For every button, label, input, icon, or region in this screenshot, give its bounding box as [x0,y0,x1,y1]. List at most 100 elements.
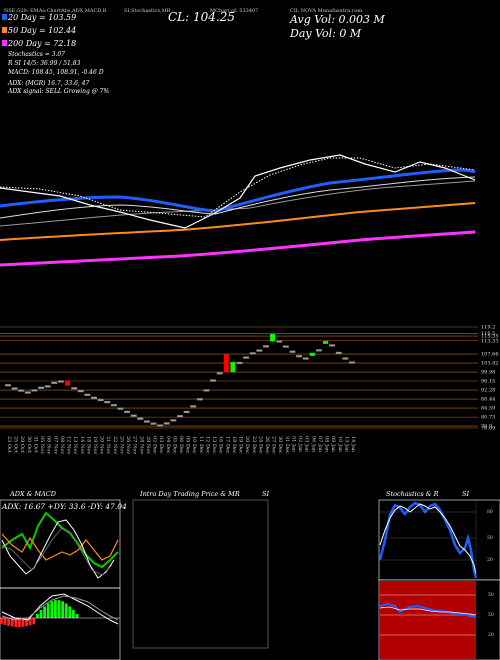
price-tick-label: 76.9 [481,424,492,430]
candle [270,334,276,342]
candle [157,424,164,427]
price-line [0,154,476,229]
x-tick-label: 25 Oct [13,436,19,453]
stoch-white-line [379,503,477,575]
ema-magenta-line [0,230,476,267]
macd-bar [68,606,72,618]
x-tick-label: 05 Nov [39,436,45,454]
candle [289,350,296,353]
candle [230,361,236,373]
adx-macd-title: ADX & MACD [10,490,56,498]
x-tick-label: 07 Nov [52,436,58,454]
x-tick-label: 30 Dec [277,436,283,454]
macd-bar [14,618,18,627]
x-tick-label: 06 Jan [310,436,316,453]
candle [84,393,91,396]
price-tick-label: 107.66 [481,352,499,358]
ema-orange-line [0,202,476,241]
x-tick-label: 14 Nov [79,436,85,454]
x-tick-label: 20 Nov [99,436,105,454]
candle [65,380,71,386]
candle [196,398,203,401]
candle [256,349,263,352]
stoch-blue-line [378,501,478,579]
rsi-blue-line [379,602,477,618]
x-tick-label: 21 Nov [105,436,111,454]
ticker-line: NSE:520: EMAs:ChartAbs,ADX,MACD,B [4,8,107,14]
candle [302,357,309,360]
candle [216,372,223,375]
adx-readout: ADX: 16.67 +DY: 33.6 -DY: 47.04 [2,502,127,511]
day-vol: Day Vol: 0 M [290,27,362,40]
swatch-dma20 [2,14,7,20]
candle [335,351,342,355]
macd-histogram [0,600,120,627]
stoch-tick-80: 80 [487,509,493,515]
candle [5,384,11,387]
price-tick-label: 119.2 [481,325,495,331]
x-tick-label: 02 Jan [297,436,303,453]
macd-bar [25,618,28,627]
x-tick-label: 23 Dec [251,436,257,454]
x-tick-label: 05 Dec [171,436,177,454]
price-dotted-line [0,157,476,218]
macd-bar [46,603,50,618]
macd-panel [0,587,121,660]
x-tick-label: 13 Jan [343,436,349,453]
candle [91,396,97,399]
price-tick-label: 96.15 [481,379,495,385]
price-tick-label: 88.44 [481,397,495,403]
macd-bar [75,614,79,618]
intraday-panel [132,499,269,649]
candle [124,410,131,414]
legend-macd: MACD: 108.45, 108.91, -0.46 D [8,69,104,76]
stoch-si: SI [462,490,470,498]
rsi-tick-top: 50 [488,592,494,598]
x-tick-label: 24 Dec [257,436,263,454]
candle [263,345,269,348]
adx-white-line [1,519,115,579]
candle [137,417,144,420]
swatch-dma200 [2,40,7,46]
stoch-title: Stochastics & R [386,490,439,498]
x-tick-label: 25 Nov [118,436,124,454]
x-tick-label: 18 Nov [85,436,91,454]
candle [183,410,190,414]
candle [71,387,78,390]
macd-bar [54,600,57,618]
candle [315,349,322,352]
candle [210,379,217,382]
stoch-tick-50: 50 [487,535,493,541]
price-tick-label: 84.59 [481,406,495,412]
x-tick-label: 03 Dec [158,436,164,454]
macd-bar [43,606,46,618]
candle [18,389,25,392]
x-tick-label: 23 Oct [6,436,12,453]
macd-bar [0,618,3,624]
candle [223,354,229,373]
x-tick-label: 29 Oct [19,436,25,453]
stoch-plot-bg [380,501,476,579]
macd-bar [7,618,10,626]
x-tick-label: 22 Nov [112,436,118,454]
x-tick-label: 27 Nov [132,436,138,454]
candle [104,401,111,404]
candle [276,340,283,343]
adx-orange-line [1,533,119,561]
x-tick-label: 16 Dec [218,436,224,454]
candle [177,415,183,418]
intraday-si: SI [262,490,270,498]
candle [150,422,157,425]
cl-label: CL: 104.25 [168,10,235,24]
x-tick-label: 08 Nov [59,436,65,454]
ema-white-line [0,176,476,219]
x-tick-label: 09 Jan [330,436,336,453]
candles [5,334,355,427]
candle [24,391,31,394]
chart-of: MChart of: 533407 [210,8,259,14]
macd-bar [3,618,7,625]
candle [296,355,303,358]
x-tick-label: 10 Dec [191,436,197,454]
x-tick-label: 13 Nov [72,436,78,454]
